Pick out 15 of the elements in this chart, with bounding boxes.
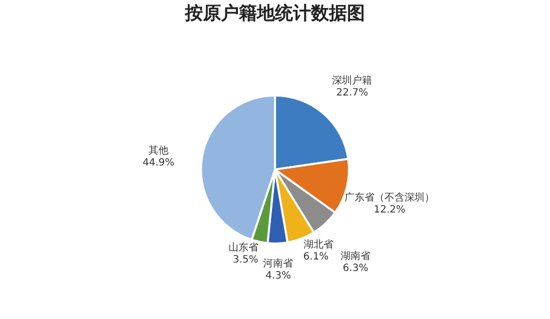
- data-label: 4.3%: [266, 270, 291, 282]
- data-label: 6.1%: [303, 251, 329, 262]
- data-label: 6.3%: [342, 262, 368, 274]
- chart-title: 按原户籍地统计数据图: [184, 3, 365, 23]
- slice-label: 深圳户籍: [332, 74, 372, 86]
- slice-label: 山东省: [228, 242, 258, 254]
- data-label: 22.7%: [336, 87, 368, 98]
- slice-label: 河南省: [263, 257, 294, 270]
- slice-label: 湖南省: [340, 250, 371, 262]
- data-label: 12.2%: [374, 204, 406, 216]
- data-label: 3.5%: [232, 254, 258, 266]
- data-label: 44.9%: [142, 158, 174, 169]
- slice-label: 其他: [148, 144, 169, 157]
- slice-label: 湖北省: [303, 238, 334, 250]
- slice-label: 广东省（不含深圳）: [344, 191, 435, 204]
